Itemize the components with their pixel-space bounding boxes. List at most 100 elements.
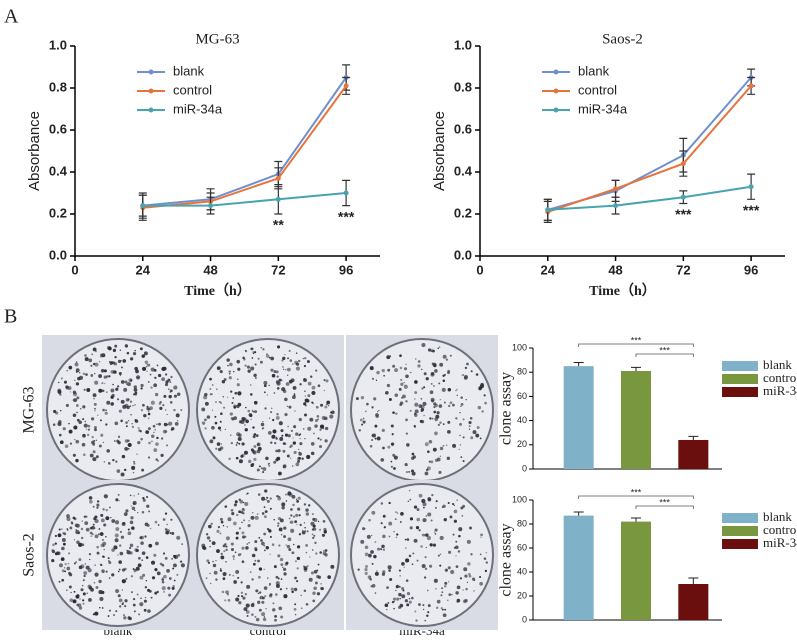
- colony: [218, 400, 221, 403]
- colony: [280, 533, 283, 536]
- colony: [312, 524, 316, 528]
- colony: [447, 501, 450, 505]
- colony: [428, 440, 433, 444]
- colony: [61, 538, 66, 542]
- colony: [411, 471, 416, 476]
- colony: [102, 408, 105, 412]
- colony: [236, 383, 240, 387]
- colony: [202, 545, 206, 550]
- colony: [418, 603, 421, 606]
- colony: [75, 523, 80, 528]
- series-line: [142, 85, 347, 209]
- colony: [275, 583, 280, 588]
- colony: [56, 551, 60, 555]
- colony: [86, 592, 88, 594]
- colony: [420, 410, 423, 413]
- colony: [287, 491, 292, 496]
- colony: [324, 405, 328, 409]
- colony: [364, 571, 368, 576]
- colony: [230, 434, 232, 436]
- colony: [238, 601, 242, 605]
- colony: [239, 499, 244, 504]
- y-tick-label: 60: [517, 391, 527, 401]
- colony: [268, 582, 272, 586]
- colony: [319, 528, 322, 531]
- colony: [90, 364, 93, 367]
- colony: [327, 575, 331, 579]
- colony: [245, 610, 250, 614]
- colony: [142, 573, 146, 577]
- colony: [126, 550, 131, 555]
- colony: [144, 596, 147, 599]
- colony: [257, 357, 260, 360]
- colony: [105, 391, 108, 393]
- colony: [245, 603, 250, 608]
- colony: [441, 387, 446, 392]
- colony: [156, 364, 159, 367]
- y-tick-label: 0.4: [49, 163, 68, 178]
- colony: [94, 534, 99, 539]
- colony: [451, 593, 453, 596]
- colony: [383, 526, 386, 529]
- colony: [122, 359, 127, 363]
- colony: [228, 573, 231, 576]
- colony: [438, 382, 441, 385]
- colony: [436, 599, 441, 604]
- colony: [284, 493, 288, 496]
- colony: [484, 401, 487, 405]
- colony: [453, 519, 457, 523]
- colony: [118, 409, 122, 413]
- colony: [117, 441, 121, 445]
- colony: [408, 597, 411, 600]
- colony: [114, 344, 118, 348]
- colony: [121, 522, 126, 526]
- colony: [420, 545, 423, 548]
- colony: [453, 509, 458, 514]
- colony: [435, 414, 440, 419]
- colony: [426, 589, 429, 592]
- colony: [275, 380, 280, 384]
- colony: [364, 528, 366, 530]
- colony: [96, 500, 100, 503]
- error-bar: [688, 435, 699, 440]
- colony: [82, 453, 86, 457]
- colony: [366, 534, 371, 539]
- colony: [106, 449, 110, 453]
- colony: [462, 460, 465, 463]
- colony: [262, 471, 265, 474]
- colony: [134, 393, 137, 396]
- colony: [120, 535, 125, 539]
- colony: [123, 616, 127, 620]
- colony: [444, 581, 448, 585]
- colony: [65, 403, 69, 408]
- colony: [145, 495, 149, 499]
- colony: [292, 441, 297, 445]
- colony: [149, 527, 152, 530]
- colony: [100, 353, 103, 356]
- colony: [141, 468, 145, 472]
- colony: [438, 404, 443, 408]
- colony: [111, 548, 115, 552]
- colony: [257, 446, 262, 451]
- colony: [427, 496, 431, 501]
- colony: [233, 404, 237, 409]
- colony: [257, 493, 261, 496]
- colony: [448, 581, 450, 583]
- colony: [395, 511, 397, 513]
- colony: [287, 434, 291, 438]
- colony: [479, 553, 482, 556]
- colony: [433, 402, 437, 406]
- colony: [76, 411, 78, 414]
- colony: [392, 597, 397, 601]
- colony: [61, 578, 65, 582]
- colony: [216, 442, 221, 446]
- colony: [422, 518, 427, 523]
- colony: [469, 416, 473, 420]
- colony: [157, 524, 160, 526]
- colony: [134, 404, 136, 406]
- colony: [301, 530, 306, 535]
- colony: [401, 562, 405, 566]
- colony: [93, 397, 95, 400]
- colony: [403, 384, 408, 389]
- colony: [330, 411, 332, 414]
